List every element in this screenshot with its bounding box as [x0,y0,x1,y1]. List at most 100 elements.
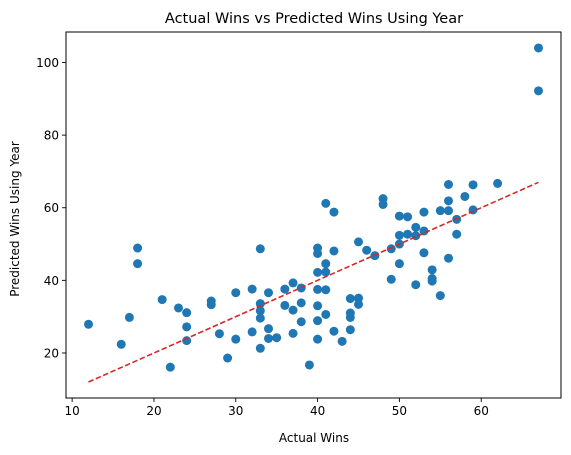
chart-title: Actual Wins vs Predicted Wins Using Year [165,11,463,27]
data-point [313,267,323,277]
data-point [460,191,470,201]
data-point [329,246,339,256]
data-point [264,333,273,343]
data-point [354,293,363,303]
data-point [116,339,126,349]
data-point [419,248,429,258]
data-point [272,333,282,343]
data-point [288,305,298,315]
data-point [419,207,429,217]
data-point [280,300,290,310]
data-point [427,276,437,286]
points-layer [84,43,543,372]
data-point [182,322,192,332]
data-point [133,243,143,253]
data-point [468,180,478,190]
data-point [255,313,265,323]
data-point [386,274,396,284]
data-point [444,196,453,206]
data-point [174,303,183,313]
data-point [321,309,331,319]
data-point [124,312,134,322]
data-point [419,226,429,236]
data-point [255,343,265,353]
x-axis-label: Actual Wins [279,431,349,445]
data-point [444,206,453,216]
data-point [386,244,396,254]
data-point [321,285,331,295]
data-point [354,299,363,309]
data-point [255,299,265,309]
data-point [313,301,323,311]
y-tick-label: 40 [44,274,59,288]
data-point [452,229,462,239]
data-point [214,329,224,339]
data-point [534,43,543,53]
data-point [255,244,265,254]
y-axis-label: Predicted Wins Using Year [8,141,22,297]
y-axis-ticks: 20 40 60 80 100 [36,56,66,360]
data-point [362,245,372,255]
x-tick-label: 50 [392,404,407,418]
data-point [313,248,323,258]
data-point [321,267,331,277]
y-tick-label: 80 [44,129,59,143]
data-point [264,288,273,298]
x-tick-label: 40 [310,404,325,418]
data-point [411,280,421,290]
data-point [157,295,167,305]
data-point [247,284,257,294]
data-point [321,198,331,208]
data-point [354,237,363,247]
data-point [206,300,216,310]
data-point [264,324,273,334]
data-point [378,199,388,209]
data-point [394,211,404,221]
data-point [534,86,543,96]
data-point [231,288,241,298]
data-point [435,291,445,301]
data-point [165,362,175,372]
data-point [345,294,355,304]
data-point [296,317,306,327]
x-tick-label: 30 [228,404,243,418]
data-point [313,316,323,326]
data-point [411,222,421,232]
data-point [313,284,323,294]
data-point [247,327,257,337]
data-point [444,180,453,189]
x-axis-ticks: 10 20 30 40 50 60 [64,398,489,418]
x-tick-label: 20 [146,404,161,418]
data-point [231,334,241,344]
data-point [435,206,445,216]
x-tick-label: 60 [474,404,489,418]
data-point [133,259,143,269]
data-point [329,326,339,336]
data-point [288,278,298,288]
data-point [394,259,404,269]
data-point [329,207,339,217]
reference-line [88,181,539,383]
data-point [288,328,298,338]
data-point [255,306,265,316]
data-point [345,312,355,322]
data-point [403,229,413,239]
data-point [403,212,413,222]
data-point [182,336,192,346]
data-point [444,253,453,263]
data-point [182,308,192,318]
data-point [280,284,290,294]
y-tick-label: 60 [44,201,59,215]
data-point [313,334,323,344]
data-point [296,298,306,308]
data-point [321,259,331,269]
data-point [345,325,355,335]
data-point [493,178,503,188]
data-point [304,360,314,370]
data-point [394,230,404,240]
data-point [84,319,93,329]
y-tick-label: 100 [36,56,59,70]
x-tick-label: 10 [64,404,79,418]
